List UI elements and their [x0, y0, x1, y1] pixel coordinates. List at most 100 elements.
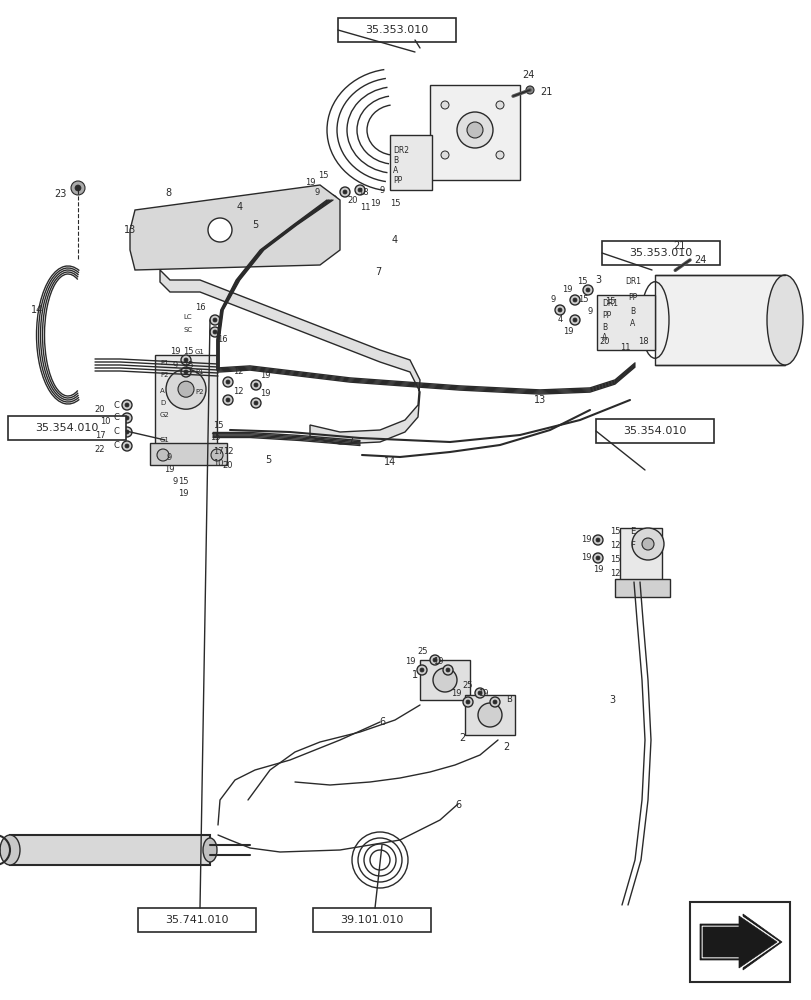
Circle shape	[125, 430, 129, 434]
Circle shape	[440, 151, 448, 159]
Circle shape	[181, 355, 191, 365]
Circle shape	[254, 383, 258, 387]
Circle shape	[430, 655, 440, 665]
Text: 12: 12	[233, 367, 243, 376]
Circle shape	[592, 553, 603, 563]
Text: 4: 4	[237, 202, 242, 212]
Text: DR1: DR1	[601, 298, 617, 308]
Circle shape	[595, 556, 599, 560]
Circle shape	[75, 185, 81, 191]
Text: 15: 15	[604, 298, 615, 306]
Text: 35.354.010: 35.354.010	[35, 423, 99, 433]
Bar	[595, 419, 713, 443]
Text: 12: 12	[222, 448, 233, 456]
Text: 4: 4	[556, 316, 562, 324]
Circle shape	[342, 190, 346, 194]
Text: 19: 19	[369, 199, 380, 208]
Text: 15: 15	[576, 277, 586, 286]
Text: 22: 22	[95, 444, 105, 454]
Bar	[596, 295, 654, 350]
Circle shape	[122, 413, 132, 423]
Polygon shape	[702, 915, 778, 969]
Circle shape	[466, 700, 470, 704]
Circle shape	[554, 305, 564, 315]
Circle shape	[315, 205, 324, 215]
Circle shape	[631, 528, 663, 560]
Circle shape	[71, 181, 85, 195]
Text: 19: 19	[178, 489, 188, 498]
Text: 9: 9	[379, 186, 384, 195]
Circle shape	[569, 315, 579, 325]
Text: C: C	[114, 400, 120, 410]
Text: 19: 19	[260, 370, 270, 379]
Text: 8: 8	[165, 188, 171, 198]
Text: B: B	[505, 696, 511, 704]
Bar	[8, 416, 126, 440]
Text: 9: 9	[315, 188, 320, 197]
Text: 21: 21	[539, 87, 551, 97]
Circle shape	[208, 218, 232, 242]
Text: A: A	[393, 166, 397, 175]
Circle shape	[210, 327, 220, 337]
Circle shape	[125, 444, 129, 448]
Text: 18: 18	[637, 336, 647, 346]
Circle shape	[443, 665, 453, 675]
Text: 12: 12	[609, 568, 620, 578]
Circle shape	[592, 535, 603, 545]
Text: 20: 20	[95, 406, 105, 414]
Circle shape	[474, 688, 484, 698]
Text: 19: 19	[169, 348, 180, 357]
Circle shape	[492, 700, 496, 704]
Text: 16: 16	[217, 336, 227, 344]
Circle shape	[419, 668, 423, 672]
Circle shape	[181, 367, 191, 377]
Text: 35.741.010: 35.741.010	[165, 915, 229, 925]
Text: 21: 21	[672, 241, 684, 251]
Bar	[389, 135, 431, 190]
Text: 17: 17	[95, 430, 105, 440]
Text: 7: 7	[346, 437, 353, 447]
Text: 18: 18	[358, 188, 368, 197]
Circle shape	[184, 370, 188, 374]
Text: SC: SC	[183, 327, 192, 333]
Circle shape	[122, 441, 132, 451]
Circle shape	[569, 295, 579, 305]
Text: 10: 10	[212, 458, 223, 468]
Circle shape	[582, 285, 592, 295]
Text: 15: 15	[609, 528, 620, 536]
Text: D: D	[160, 400, 165, 406]
Text: 19: 19	[592, 566, 603, 574]
Text: 19: 19	[164, 466, 174, 475]
Text: 19: 19	[562, 328, 573, 336]
Ellipse shape	[203, 838, 217, 862]
Bar	[419, 660, 470, 700]
Text: C: C	[114, 442, 120, 450]
Circle shape	[225, 380, 230, 384]
Circle shape	[251, 380, 260, 390]
Text: 25: 25	[462, 680, 473, 690]
Bar	[138, 908, 255, 932]
Text: 9: 9	[550, 296, 555, 304]
Circle shape	[496, 151, 504, 159]
Bar	[155, 355, 217, 445]
Text: A: A	[601, 334, 607, 342]
Circle shape	[122, 427, 132, 437]
Text: 15: 15	[212, 420, 223, 430]
Circle shape	[457, 112, 492, 148]
Text: LC: LC	[183, 314, 192, 320]
Text: DR2: DR2	[393, 146, 409, 155]
Text: 12: 12	[233, 387, 243, 396]
Text: 24: 24	[693, 255, 706, 265]
Text: 11: 11	[619, 342, 629, 352]
Text: 15: 15	[389, 199, 400, 208]
Text: 19: 19	[260, 388, 270, 397]
Text: 39.101.010: 39.101.010	[340, 915, 403, 925]
Text: 6: 6	[379, 717, 384, 727]
Text: P2: P2	[195, 389, 204, 395]
Circle shape	[642, 538, 653, 550]
Text: 15: 15	[182, 348, 193, 357]
Bar	[312, 908, 431, 932]
Text: 15: 15	[609, 556, 620, 564]
Text: 3: 3	[608, 695, 614, 705]
Circle shape	[165, 369, 206, 409]
